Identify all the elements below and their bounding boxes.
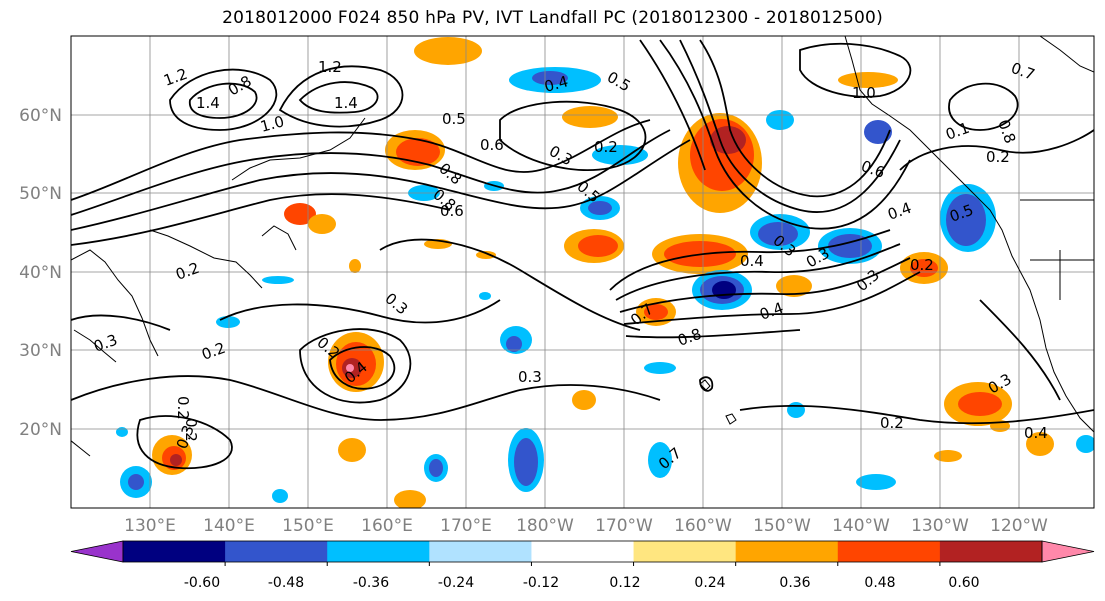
- contour-label: 1.4: [196, 94, 220, 112]
- contour-label: 1.0: [258, 112, 286, 136]
- lon-label-150e: 150°E: [282, 516, 334, 536]
- contour-label: 0.6: [480, 136, 504, 154]
- lon-label-120w: 120°W: [990, 516, 1048, 536]
- contour-label: 0.2: [986, 148, 1010, 166]
- lat-label-20n: 20°N: [19, 420, 62, 440]
- colorbar-extension-low: [70, 540, 124, 563]
- contour-label: 0.6: [440, 202, 464, 220]
- map-title: 2018012000 F024 850 hPa PV, IVT Landfall…: [222, 8, 883, 28]
- colorbar: [70, 540, 1095, 566]
- contour-label: 1.4: [334, 94, 358, 112]
- contour-label: 0.5: [442, 110, 466, 128]
- colorbar-segment: [633, 541, 737, 562]
- contour-label: 0.3: [518, 368, 542, 386]
- lon-label-140e: 140°E: [203, 516, 255, 536]
- colorbar-segment: [939, 541, 1043, 562]
- latitude-axis: 60°N 50°N 40°N 30°N 20°N: [19, 106, 62, 440]
- contour-label: 0.2: [182, 418, 200, 442]
- colorbar-tick-label: 0.24: [694, 575, 725, 591]
- colorbar-tick-label: -0.60: [184, 575, 220, 591]
- colorbar-tick-label: 0.12: [609, 575, 640, 591]
- colorbar-extension-high: [1041, 540, 1095, 563]
- lat-label-40n: 40°N: [19, 263, 62, 283]
- lon-label-160e: 160°E: [361, 516, 413, 536]
- colorbar-tick-label: -0.36: [353, 575, 389, 591]
- colorbar-segment: [735, 541, 839, 562]
- contour-label: 0.2: [880, 414, 904, 432]
- coastlines: [71, 36, 1094, 457]
- lon-label-180w: 180°W: [516, 516, 574, 536]
- lon-label-150w: 150°W: [753, 516, 811, 536]
- colorbar-segment: [123, 541, 226, 562]
- lat-label-60n: 60°N: [19, 106, 62, 126]
- colorbar-tick-label: -0.48: [268, 575, 304, 591]
- colorbar-tick-label: 0.60: [948, 575, 979, 591]
- contour-label: 0.2: [594, 138, 618, 156]
- contour-label: 1.2: [318, 58, 342, 76]
- contour-label: 0.2: [174, 396, 192, 420]
- contour-label: 0.4: [542, 72, 570, 96]
- plot-frame: [70, 35, 1095, 509]
- lon-label-140w: 140°W: [832, 516, 890, 536]
- colorbar-segment: [837, 541, 941, 562]
- colorbar-frame: [122, 540, 1043, 563]
- contour-label: 0.2: [910, 256, 934, 274]
- colorbar-tick-label: -0.12: [523, 575, 559, 591]
- lon-label-160w: 160°W: [674, 516, 732, 536]
- ivt-contours: [71, 39, 1094, 470]
- contour-label: 1.0: [852, 84, 876, 102]
- colorbar-tick-label: -0.24: [438, 575, 474, 591]
- lat-label-30n: 30°N: [19, 341, 62, 361]
- lon-label-130e: 130°E: [124, 516, 176, 536]
- graticule: [71, 36, 1094, 508]
- colorbar-segment: [225, 541, 328, 562]
- colorbar-tick-label: 0.48: [864, 575, 895, 591]
- longitude-axis: 130°E 140°E 150°E 160°E 170°E 180°W 170°…: [124, 516, 1048, 536]
- lon-label-170w: 170°W: [595, 516, 653, 536]
- lon-label-170e: 170°E: [440, 516, 492, 536]
- colorbar-segment: [327, 541, 430, 562]
- negative-anomaly-region: [116, 67, 1094, 503]
- contour-label: 0.4: [1024, 424, 1048, 442]
- lon-label-130w: 130°W: [911, 516, 969, 536]
- lat-label-50n: 50°N: [19, 184, 62, 204]
- colorbar-tick-labels: -0.60 -0.48 -0.36 -0.24 -0.12 0.12 0.24 …: [184, 575, 980, 591]
- contour-label: 0.4: [740, 252, 764, 270]
- colorbar-tick-label: 0.36: [779, 575, 810, 591]
- colorbar-segment: [531, 541, 635, 562]
- colorbar-segment: [429, 541, 532, 562]
